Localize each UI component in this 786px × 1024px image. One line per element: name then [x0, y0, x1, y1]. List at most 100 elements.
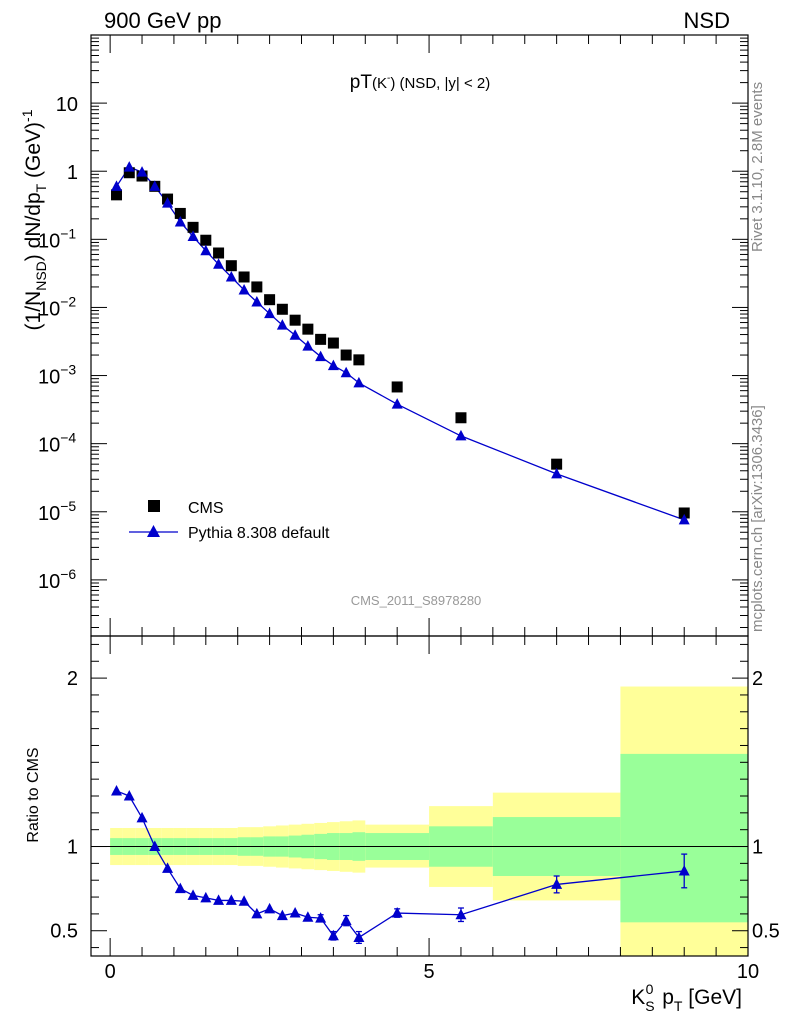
cms-data-point	[353, 354, 365, 366]
ratio-y-tick-label-right: 0.5	[752, 921, 780, 943]
pythia-data-point	[302, 340, 314, 351]
ratio-y-tick-label: 1	[67, 837, 78, 859]
pythia-data-point	[551, 467, 563, 479]
cms-data-point	[251, 281, 263, 293]
pythia-data-point	[136, 166, 148, 177]
ratio-data-point	[111, 784, 123, 796]
cms-data-point	[213, 247, 225, 259]
pythia-data-point	[353, 376, 365, 388]
legend-pythia-marker	[147, 525, 160, 537]
x-tick-label: 0	[105, 961, 116, 983]
ratio-data-point	[327, 929, 339, 941]
ratio-tick-labels: 0.5 0.5 1 1 2 2 0 5 10	[50, 668, 780, 983]
main-y-axis-label: (1/NNSD) dN/dpT (GeV)-1	[19, 109, 49, 330]
cms-data-point	[315, 333, 327, 345]
cms-data-point	[123, 167, 135, 179]
legend-cms-marker	[148, 500, 160, 512]
legend-cms-label: CMS	[188, 500, 224, 517]
cms-data-point	[174, 207, 186, 219]
cms-data-point	[111, 189, 123, 201]
y-tick-label: 10	[56, 94, 78, 116]
cms-data-point	[455, 412, 467, 424]
pythia-data-point	[678, 513, 690, 525]
ratio-data-point	[455, 908, 467, 920]
pythia-data-point	[289, 329, 301, 340]
x-axis-label: KS0 pT [GeV]	[631, 981, 742, 1014]
ratio-pythia-line	[116, 790, 685, 939]
ratio-data-point	[551, 878, 563, 889]
pythia-data-point	[251, 296, 263, 307]
ratio-axis-ticks	[91, 636, 749, 956]
ratio-data-point	[340, 914, 352, 926]
ratio-data-point	[187, 889, 199, 900]
ratio-data-point	[302, 911, 314, 922]
ratio-plot-panel: 0.5 0.5 1 1 2 2 0 5 10 Ratio to CMS KS0 pT [GeV]	[25, 635, 780, 1014]
pythia-data-point	[276, 319, 288, 330]
process-label: NSD	[684, 8, 730, 33]
pythia-data-point	[391, 398, 403, 409]
y-tick-label: 10−4	[38, 430, 76, 457]
pythia-data-point	[149, 180, 161, 191]
cms-data-point	[264, 294, 276, 306]
ratio-plot-frame	[90, 635, 749, 957]
cms-data-point	[551, 458, 563, 470]
main-plot-title: pT(K-) (NSD, |y| < 2)	[350, 72, 490, 93]
rivet-label: Rivet 3.1.10, 2.8M events	[749, 82, 766, 252]
x-tick-label: 5	[424, 961, 435, 983]
cms-data-point	[200, 234, 212, 246]
y-tick-label: 10−2	[38, 293, 76, 320]
ratio-data-point	[264, 902, 276, 914]
ratio-data-point	[136, 811, 148, 823]
pythia-line	[115, 166, 685, 521]
cms-data-point	[238, 271, 250, 283]
ratio-y-axis-label: Ratio to CMS	[25, 747, 42, 842]
ratio-data-point	[238, 895, 250, 906]
pythia-data-point	[264, 307, 276, 319]
ratio-data-point	[353, 931, 365, 942]
y-tick-label: 10−5	[38, 498, 76, 525]
cms-data-point	[302, 323, 314, 335]
main-plot-panel: 10−6 10−5 10−4 10−3 10−2 10−1 1 10 pT(K-) (NSD,…	[19, 34, 749, 637]
pythia-data-point	[213, 258, 225, 269]
ratio-y-tick-label-right: 2	[752, 668, 763, 690]
cms-data-point	[391, 381, 403, 393]
cms-data-point	[327, 337, 339, 349]
legend: CMS Pythia 8.308 default	[129, 500, 330, 542]
ratio-data-point	[213, 894, 225, 905]
main-tick-labels: 10−6 10−5 10−4 10−3 10−2 10−1 1 10	[38, 94, 78, 593]
ratio-data-point	[276, 909, 288, 921]
pythia-data-point	[327, 359, 339, 371]
main-plot-frame	[90, 34, 749, 637]
mcplots-label: mcplots.cern.ch [arXiv:1306.3436]	[749, 405, 766, 632]
ratio-data-point	[123, 790, 135, 801]
ratio-uncertainty-bands	[110, 686, 748, 956]
cms-data-point	[276, 303, 288, 315]
ratio-y-tick-label: 0.5	[50, 921, 78, 943]
ratio-data-point	[162, 862, 174, 873]
cms-data-point	[225, 260, 237, 272]
ratio-data-point	[289, 907, 301, 918]
cms-data-point	[678, 507, 690, 519]
y-tick-label: 10−1	[38, 225, 76, 252]
ratio-data-point	[149, 840, 161, 852]
pythia-data-point	[315, 350, 327, 362]
ratio-inner-band	[620, 753, 748, 923]
pythia-data-point	[200, 244, 212, 256]
cms-markers	[111, 167, 690, 519]
pythia-data-point	[174, 215, 186, 227]
pythia-data-point	[111, 180, 123, 191]
pythia-data-point	[225, 270, 237, 282]
energy-label: 900 GeV pp	[104, 8, 221, 33]
y-tick-label: 10−3	[38, 362, 76, 389]
ratio-y-tick-label: 2	[67, 668, 78, 690]
cms-data-point	[340, 349, 352, 361]
y-tick-label: 10−6	[38, 566, 76, 593]
cms-data-point	[187, 221, 199, 233]
ratio-data-point	[225, 894, 237, 905]
analysis-watermark: CMS_2011_S8978280	[351, 593, 482, 608]
pythia-data-point	[123, 161, 135, 172]
cms-data-point	[289, 314, 301, 326]
ratio-y-tick-label-right: 1	[752, 837, 763, 859]
pythia-data-point	[238, 284, 250, 295]
legend-pythia-label: Pythia 8.308 default	[188, 525, 330, 542]
